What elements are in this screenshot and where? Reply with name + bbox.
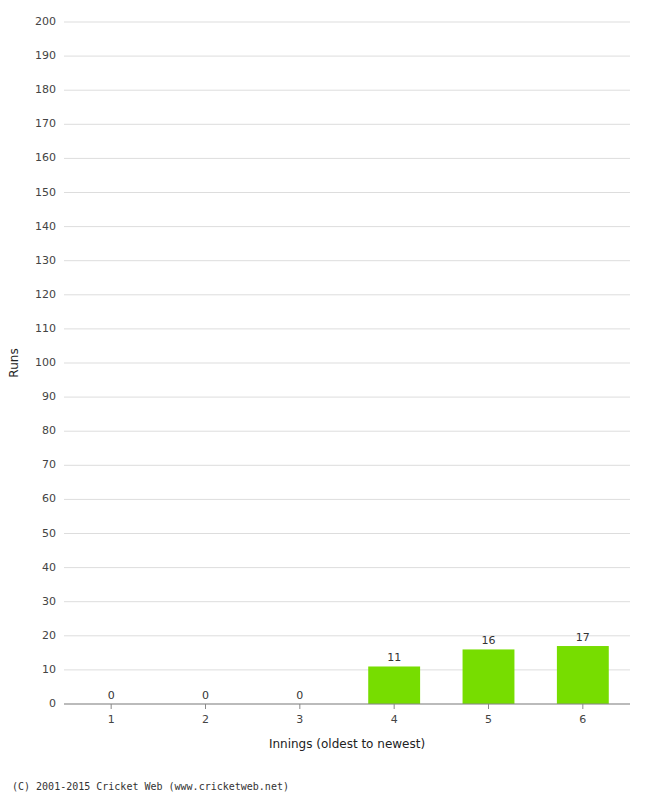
x-tick xyxy=(488,704,489,709)
bar xyxy=(557,646,609,704)
y-tick-label: 50 xyxy=(42,527,56,540)
x-tick-label: 4 xyxy=(391,713,398,726)
data-label: 11 xyxy=(387,651,401,664)
y-tick-label: 180 xyxy=(35,83,56,96)
grid-line xyxy=(64,397,630,398)
grid-line xyxy=(64,363,630,364)
grid-line xyxy=(64,567,630,568)
y-tick-label: 190 xyxy=(35,49,56,62)
grid-line xyxy=(64,601,630,602)
x-axis-label: Innings (oldest to newest) xyxy=(269,737,425,751)
grid-line xyxy=(64,22,630,23)
y-tick-label: 30 xyxy=(42,595,56,608)
grid-line xyxy=(64,260,630,261)
grid-line xyxy=(64,533,630,534)
grid-line xyxy=(64,669,630,670)
y-tick-label: 130 xyxy=(35,254,56,267)
x-tick xyxy=(205,704,206,709)
y-tick-label: 150 xyxy=(35,186,56,199)
grid-line xyxy=(64,431,630,432)
data-labels: 0 0 0 11 16 17 xyxy=(108,631,590,702)
grid-line xyxy=(64,124,630,125)
y-tick-label: 170 xyxy=(35,117,56,130)
grid-line xyxy=(64,499,630,500)
y-tick-label: 100 xyxy=(35,356,56,369)
grid-line xyxy=(64,465,630,466)
chart-container: 0102030405060708090100110120130140150160… xyxy=(0,0,650,800)
grid xyxy=(64,22,630,704)
chart: 0102030405060708090100110120130140150160… xyxy=(0,0,650,800)
data-label: 16 xyxy=(482,634,496,647)
footer: (C) 2001-2015 Cricket Web (www.cricketwe… xyxy=(12,781,289,792)
x-tick-label: 1 xyxy=(108,713,115,726)
y-tick-label: 200 xyxy=(35,15,56,28)
y-tick-label: 80 xyxy=(42,424,56,437)
data-label: 0 xyxy=(296,689,303,702)
y-tick-label: 0 xyxy=(49,697,56,710)
grid-line xyxy=(64,158,630,159)
y-tick-label: 70 xyxy=(42,458,56,471)
y-tick-label: 60 xyxy=(42,492,56,505)
x-tick-label: 5 xyxy=(485,713,492,726)
data-label: 0 xyxy=(202,689,209,702)
y-axis: 0 10 20 30 40 50 60 70 80 90 100 110 120 130 140 150 160… xyxy=(35,15,56,710)
y-tick-label: 110 xyxy=(35,322,56,335)
y-axis-label: Runs xyxy=(7,348,21,377)
y-tick-label: 20 xyxy=(42,629,56,642)
x-axis: 1 2 3 4 5 6 xyxy=(64,704,630,726)
x-tick-label: 3 xyxy=(296,713,303,726)
x-tick xyxy=(394,704,395,709)
x-tick xyxy=(299,704,300,709)
grid-line xyxy=(64,90,630,91)
grid-line xyxy=(64,635,630,636)
x-axis-line xyxy=(64,704,630,705)
grid-line xyxy=(64,328,630,329)
bar xyxy=(368,666,420,704)
x-tick xyxy=(582,704,583,709)
grid-line xyxy=(64,704,630,705)
data-label: 17 xyxy=(576,631,590,644)
grid-line xyxy=(64,56,630,57)
y-tick-label: 90 xyxy=(42,390,56,403)
y-tick-label: 40 xyxy=(42,561,56,574)
grid-line xyxy=(64,226,630,227)
page: {"chart_data": {"type": "bar", "categori… xyxy=(0,0,650,800)
data-label: 0 xyxy=(108,689,115,702)
bars xyxy=(368,646,609,704)
x-tick-label: 6 xyxy=(579,713,586,726)
bar xyxy=(463,649,515,704)
y-tick-label: 140 xyxy=(35,220,56,233)
y-tick-label: 120 xyxy=(35,288,56,301)
x-tick xyxy=(111,704,112,709)
grid-line xyxy=(64,192,630,193)
y-tick-label: 160 xyxy=(35,151,56,164)
x-tick-label: 2 xyxy=(202,713,209,726)
y-tick-label: 10 xyxy=(42,663,56,676)
grid-line xyxy=(64,294,630,295)
